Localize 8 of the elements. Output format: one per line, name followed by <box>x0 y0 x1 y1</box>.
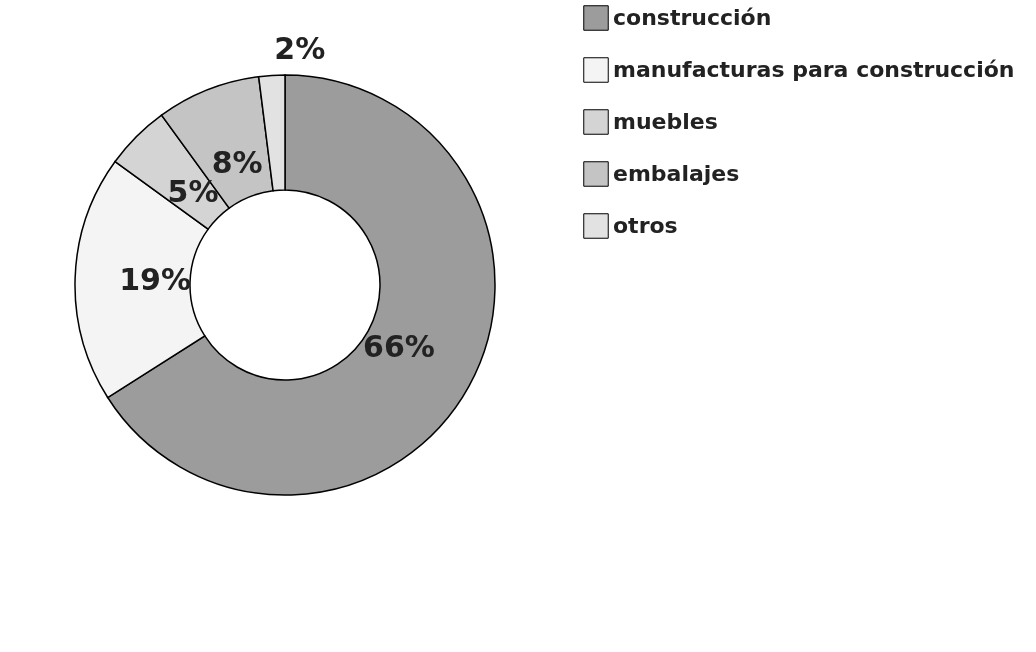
legend-label: embalajes <box>613 161 740 186</box>
data-label: 2% <box>274 31 326 67</box>
data-label: 19% <box>119 261 191 297</box>
data-label: 66% <box>363 328 435 364</box>
legend-label: manufacturas para construcción <box>613 57 1015 82</box>
legend-label: muebles <box>613 109 718 134</box>
legend-label: construcción <box>613 5 772 30</box>
legend-label: otros <box>613 213 678 238</box>
